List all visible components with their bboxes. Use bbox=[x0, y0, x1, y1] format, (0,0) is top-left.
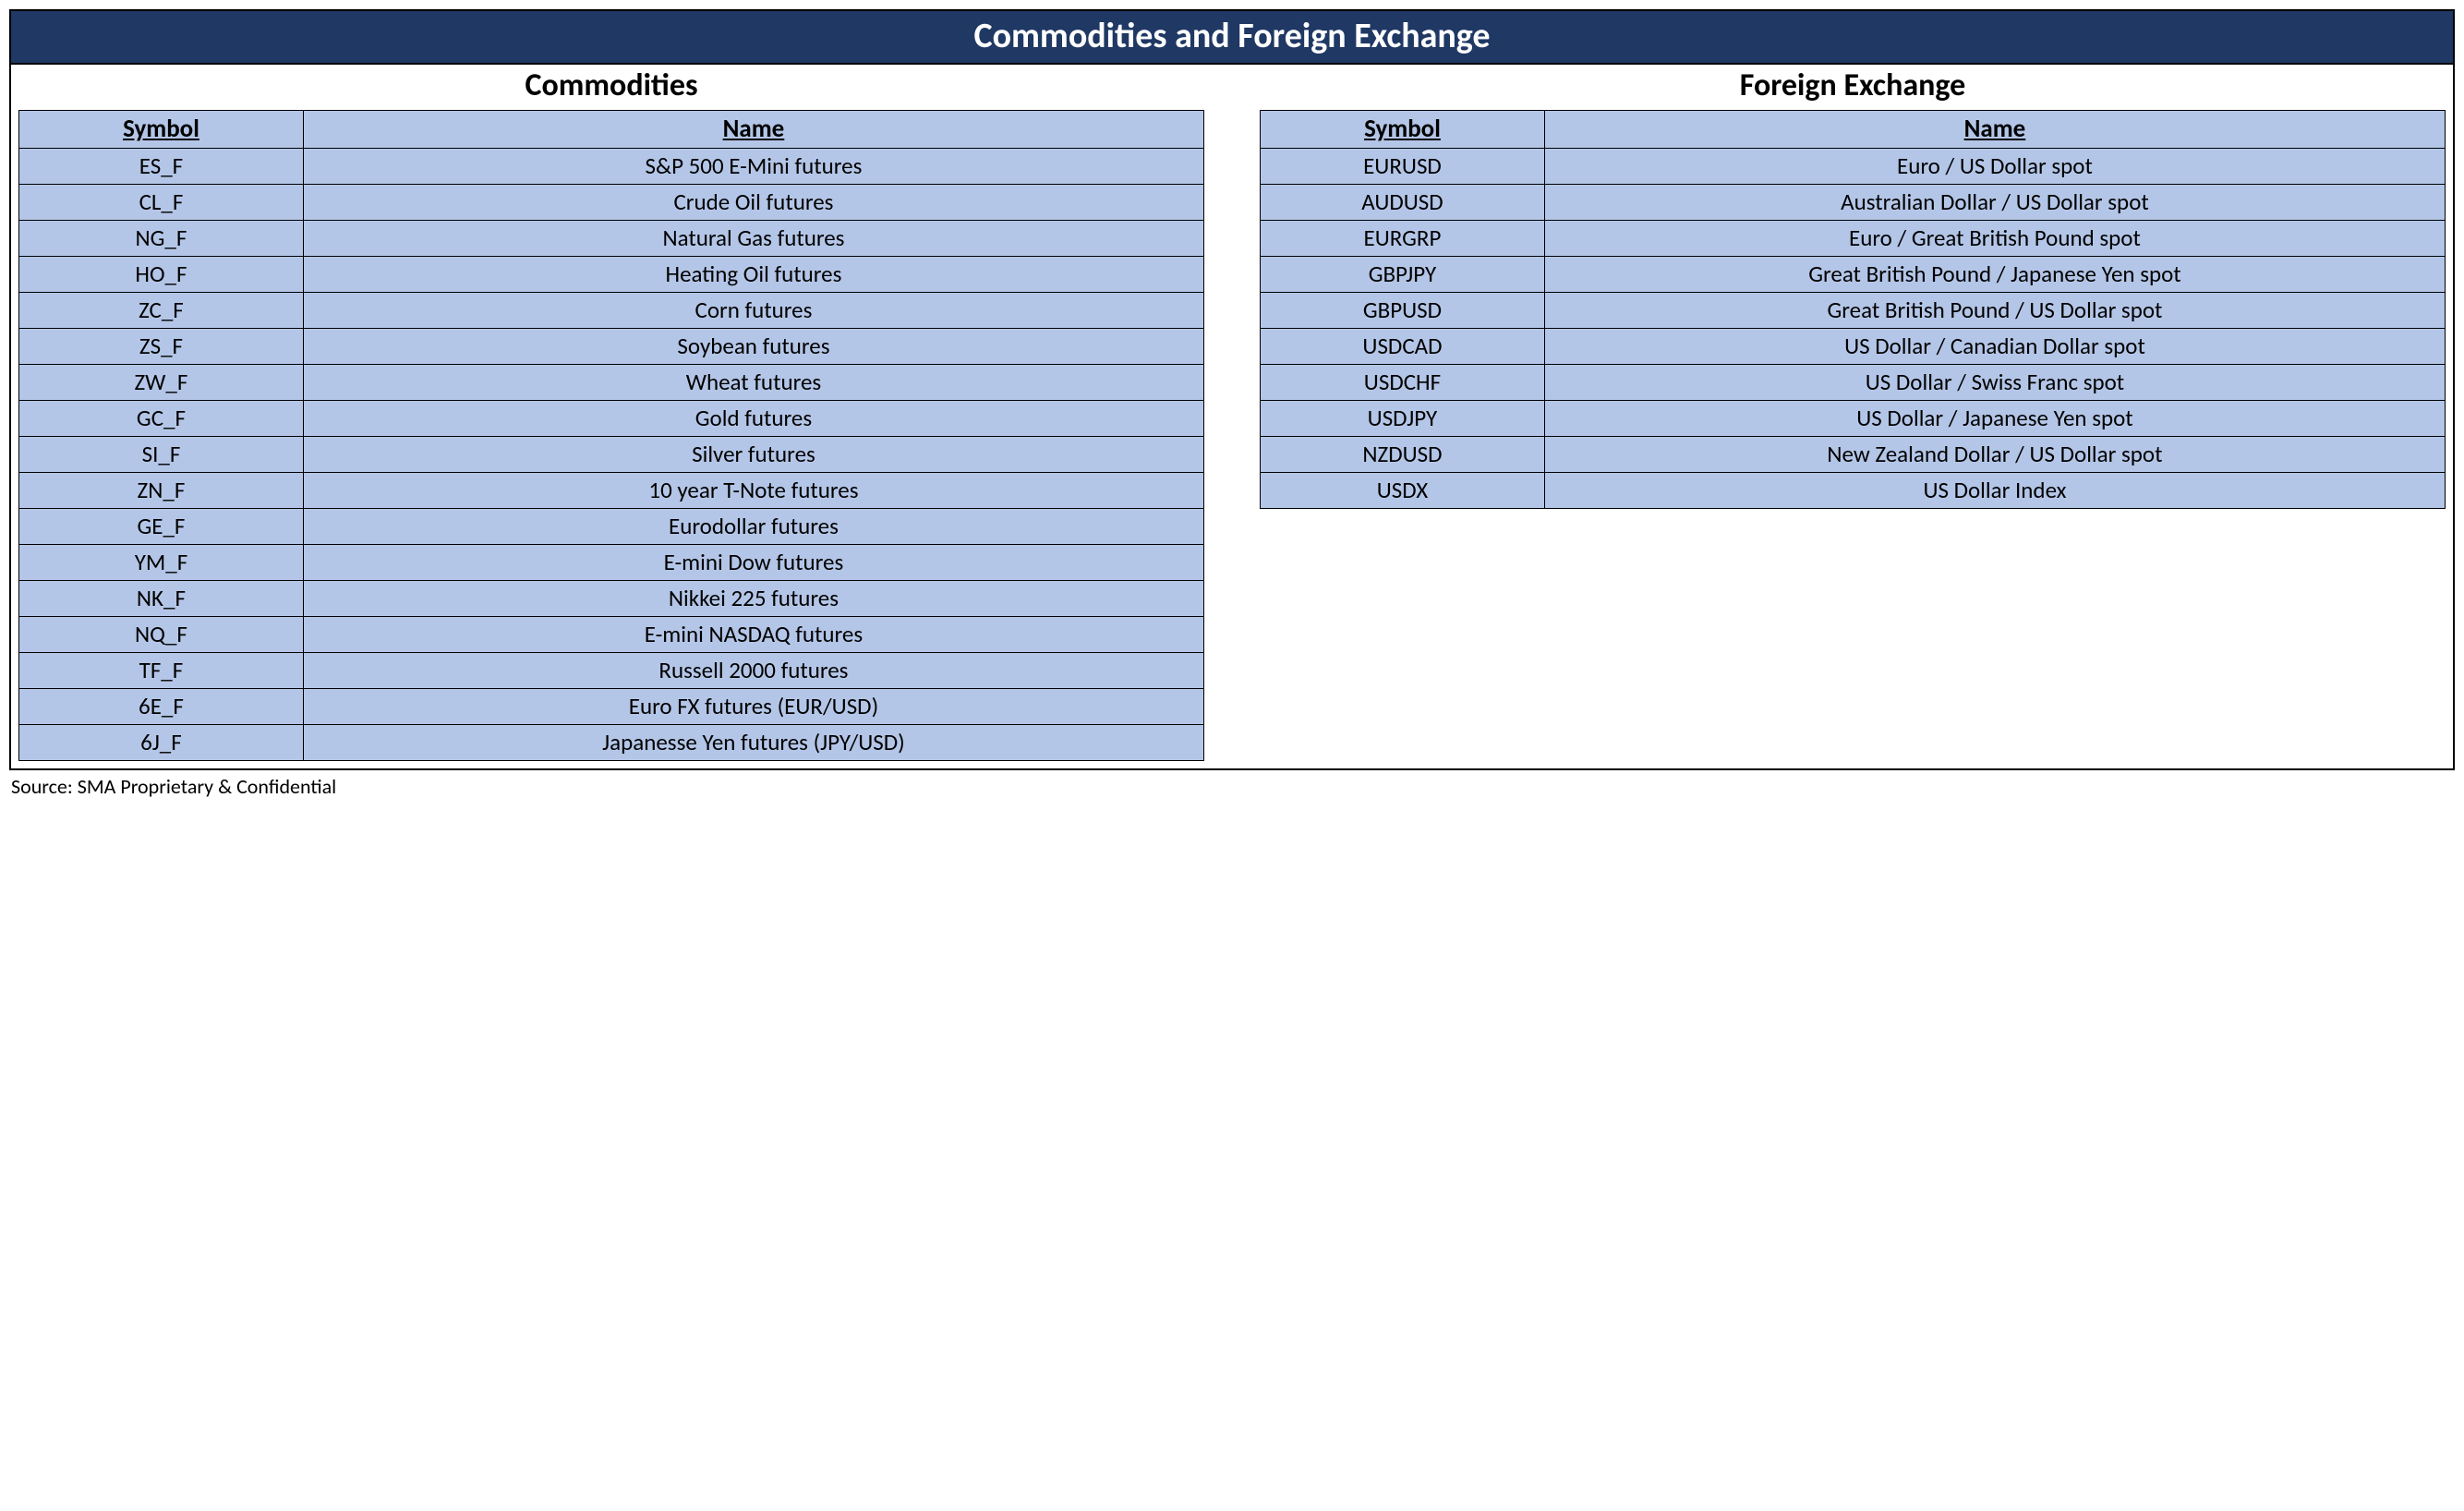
table-row: SI_FSilver futures bbox=[19, 437, 1204, 473]
cell-name: US Dollar / Canadian Dollar spot bbox=[1544, 329, 2445, 365]
cell-name: E-mini NASDAQ futures bbox=[303, 617, 1203, 653]
cell-symbol: USDCAD bbox=[1261, 329, 1545, 365]
cell-name: Great British Pound / Japanese Yen spot bbox=[1544, 257, 2445, 293]
cell-symbol: NQ_F bbox=[19, 617, 304, 653]
table-row: NG_FNatural Gas futures bbox=[19, 221, 1204, 257]
cell-name: US Dollar / Japanese Yen spot bbox=[1544, 401, 2445, 437]
table-row: NZDUSDNew Zealand Dollar / US Dollar spo… bbox=[1261, 437, 2446, 473]
table-row: TF_FRussell 2000 futures bbox=[19, 653, 1204, 689]
cell-name: Nikkei 225 futures bbox=[303, 581, 1203, 617]
cell-symbol: GE_F bbox=[19, 509, 304, 545]
cell-name: Eurodollar futures bbox=[303, 509, 1203, 545]
cell-symbol: GBPUSD bbox=[1261, 293, 1545, 329]
cell-symbol: NG_F bbox=[19, 221, 304, 257]
cell-symbol: CL_F bbox=[19, 185, 304, 221]
cell-name: Silver futures bbox=[303, 437, 1203, 473]
table-row: YM_FE-mini Dow futures bbox=[19, 545, 1204, 581]
cell-name: Euro / US Dollar spot bbox=[1544, 149, 2445, 185]
cell-symbol: ZC_F bbox=[19, 293, 304, 329]
cell-name: Euro FX futures (EUR/USD) bbox=[303, 689, 1203, 725]
col-symbol: Symbol bbox=[19, 111, 304, 149]
cell-symbol: ZS_F bbox=[19, 329, 304, 365]
cell-name: Great British Pound / US Dollar spot bbox=[1544, 293, 2445, 329]
fx-tbody: EURUSDEuro / US Dollar spotAUDUSDAustral… bbox=[1261, 149, 2446, 509]
col-name: Name bbox=[1544, 111, 2445, 149]
cell-name: Corn futures bbox=[303, 293, 1203, 329]
table-row: GBPUSDGreat British Pound / US Dollar sp… bbox=[1261, 293, 2446, 329]
content-columns: Commodities Symbol Name ES_FS&P 500 E-Mi… bbox=[11, 65, 2453, 768]
table-header-row: Symbol Name bbox=[19, 111, 1204, 149]
cell-name: Japanesse Yen futures (JPY/USD) bbox=[303, 725, 1203, 761]
page-title: Commodities and Foreign Exchange bbox=[11, 11, 2453, 65]
cell-symbol: USDJPY bbox=[1261, 401, 1545, 437]
table-row: NK_FNikkei 225 futures bbox=[19, 581, 1204, 617]
cell-name: Australian Dollar / US Dollar spot bbox=[1544, 185, 2445, 221]
cell-name: US Dollar Index bbox=[1544, 473, 2445, 509]
cell-symbol: 6J_F bbox=[19, 725, 304, 761]
table-row: ZC_FCorn futures bbox=[19, 293, 1204, 329]
cell-symbol: EURGRP bbox=[1261, 221, 1545, 257]
cell-symbol: AUDUSD bbox=[1261, 185, 1545, 221]
fx-table: Symbol Name EURUSDEuro / US Dollar spotA… bbox=[1260, 110, 2446, 509]
table-header-row: Symbol Name bbox=[1261, 111, 2446, 149]
fx-panel: Foreign Exchange Symbol Name EURUSDEuro … bbox=[1260, 65, 2446, 509]
table-row: EURUSDEuro / US Dollar spot bbox=[1261, 149, 2446, 185]
cell-name: Natural Gas futures bbox=[303, 221, 1203, 257]
commodities-title: Commodities bbox=[18, 65, 1204, 110]
cell-name: Gold futures bbox=[303, 401, 1203, 437]
table-row: 6J_FJapanesse Yen futures (JPY/USD) bbox=[19, 725, 1204, 761]
cell-symbol: TF_F bbox=[19, 653, 304, 689]
cell-name: Crude Oil futures bbox=[303, 185, 1203, 221]
table-row: GE_FEurodollar futures bbox=[19, 509, 1204, 545]
cell-symbol: ZW_F bbox=[19, 365, 304, 401]
cell-symbol: GBPJPY bbox=[1261, 257, 1545, 293]
cell-symbol: NK_F bbox=[19, 581, 304, 617]
cell-name: Heating Oil futures bbox=[303, 257, 1203, 293]
table-row: HO_FHeating Oil futures bbox=[19, 257, 1204, 293]
cell-symbol: GC_F bbox=[19, 401, 304, 437]
col-symbol: Symbol bbox=[1261, 111, 1545, 149]
table-row: GBPJPYGreat British Pound / Japanese Yen… bbox=[1261, 257, 2446, 293]
commodities-table: Symbol Name ES_FS&P 500 E-Mini futuresCL… bbox=[18, 110, 1204, 761]
table-row: ZS_FSoybean futures bbox=[19, 329, 1204, 365]
table-row: GC_FGold futures bbox=[19, 401, 1204, 437]
cell-name: US Dollar / Swiss Franc spot bbox=[1544, 365, 2445, 401]
commodities-panel: Commodities Symbol Name ES_FS&P 500 E-Mi… bbox=[18, 65, 1204, 761]
table-row: EURGRPEuro / Great British Pound spot bbox=[1261, 221, 2446, 257]
table-row: AUDUSDAustralian Dollar / US Dollar spot bbox=[1261, 185, 2446, 221]
cell-name: Euro / Great British Pound spot bbox=[1544, 221, 2445, 257]
cell-symbol: ZN_F bbox=[19, 473, 304, 509]
cell-symbol: YM_F bbox=[19, 545, 304, 581]
cell-symbol: EURUSD bbox=[1261, 149, 1545, 185]
table-row: USDJPYUS Dollar / Japanese Yen spot bbox=[1261, 401, 2446, 437]
cell-symbol: NZDUSD bbox=[1261, 437, 1545, 473]
fx-title: Foreign Exchange bbox=[1260, 65, 2446, 110]
cell-symbol: HO_F bbox=[19, 257, 304, 293]
source-line: Source: SMA Proprietary & Confidential bbox=[9, 770, 2455, 799]
cell-name: Soybean futures bbox=[303, 329, 1203, 365]
cell-symbol: USDX bbox=[1261, 473, 1545, 509]
cell-name: 10 year T-Note futures bbox=[303, 473, 1203, 509]
cell-symbol: SI_F bbox=[19, 437, 304, 473]
col-name: Name bbox=[303, 111, 1203, 149]
cell-name: Russell 2000 futures bbox=[303, 653, 1203, 689]
commodities-tbody: ES_FS&P 500 E-Mini futuresCL_FCrude Oil … bbox=[19, 149, 1204, 761]
cell-symbol: USDCHF bbox=[1261, 365, 1545, 401]
table-row: USDXUS Dollar Index bbox=[1261, 473, 2446, 509]
cell-name: E-mini Dow futures bbox=[303, 545, 1203, 581]
table-row: USDCHFUS Dollar / Swiss Franc spot bbox=[1261, 365, 2446, 401]
cell-name: Wheat futures bbox=[303, 365, 1203, 401]
cell-symbol: ES_F bbox=[19, 149, 304, 185]
table-row: USDCADUS Dollar / Canadian Dollar spot bbox=[1261, 329, 2446, 365]
table-row: 6E_FEuro FX futures (EUR/USD) bbox=[19, 689, 1204, 725]
table-row: ZN_F10 year T-Note futures bbox=[19, 473, 1204, 509]
cell-name: S&P 500 E-Mini futures bbox=[303, 149, 1203, 185]
table-row: NQ_FE-mini NASDAQ futures bbox=[19, 617, 1204, 653]
page-frame: Commodities and Foreign Exchange Commodi… bbox=[9, 9, 2455, 770]
table-row: ES_FS&P 500 E-Mini futures bbox=[19, 149, 1204, 185]
cell-symbol: 6E_F bbox=[19, 689, 304, 725]
table-row: ZW_FWheat futures bbox=[19, 365, 1204, 401]
table-row: CL_FCrude Oil futures bbox=[19, 185, 1204, 221]
cell-name: New Zealand Dollar / US Dollar spot bbox=[1544, 437, 2445, 473]
